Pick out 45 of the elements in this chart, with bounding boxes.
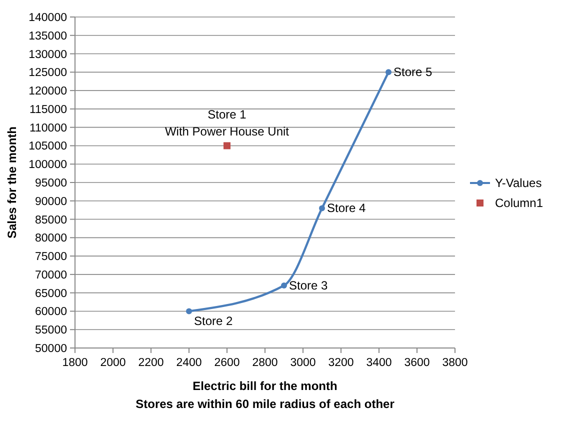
x-tick-label: 2600 <box>214 357 240 369</box>
y-tick-label: 95000 <box>35 178 67 190</box>
x-axis-title: Electric bill for the month <box>192 379 338 393</box>
y-tick-label: 80000 <box>35 232 67 245</box>
y-tick-label: 55000 <box>35 324 67 337</box>
point <box>186 308 192 314</box>
y-tick-label: 70000 <box>35 269 67 282</box>
annotation: Store 2 <box>194 314 234 328</box>
annotation: Store 4 <box>327 201 366 216</box>
x-tick-label: 3600 <box>404 357 430 369</box>
y-tick-label: 110000 <box>29 122 67 134</box>
y-tick-label: 125000 <box>28 67 67 80</box>
y-tick-label: 115000 <box>29 104 67 116</box>
x-tick-label: 3800 <box>442 357 468 369</box>
annotation: Store 3 <box>289 278 328 292</box>
y-axis-title: Sales for the month <box>5 126 19 239</box>
point <box>319 205 325 212</box>
x-tick-label: 2800 <box>252 357 278 369</box>
point <box>386 69 392 76</box>
y-tick-label: 100000 <box>28 159 67 172</box>
x-tick-label: 2400 <box>176 357 202 369</box>
x-tick-label: 2200 <box>138 357 164 369</box>
y-tick-label: 135000 <box>28 30 67 42</box>
annotation: Store 5 <box>394 65 433 80</box>
y-tick-label: 50000 <box>35 343 67 355</box>
text: Stores are within 60 mile radius of each other <box>136 397 395 411</box>
x-tick-label: 3000 <box>290 357 316 369</box>
point <box>224 142 230 150</box>
legend-label: Y-Values <box>495 176 542 190</box>
y-tick-label: 105000 <box>28 140 67 153</box>
y-tick-label: 75000 <box>35 251 67 264</box>
y-tick-label: 130000 <box>28 48 67 61</box>
x-tick-label: 1800 <box>62 357 88 369</box>
y-tick-label: 85000 <box>35 214 67 226</box>
annotation: Store 1 With Power House Unit <box>164 108 290 139</box>
point <box>281 282 287 288</box>
y-tick-label: 120000 <box>28 86 67 98</box>
x-tick-label: 3200 <box>328 357 354 369</box>
y-tick-label: 90000 <box>35 196 67 208</box>
y-tick-label: 60000 <box>35 306 67 318</box>
y-tick-label: 65000 <box>35 288 67 300</box>
y-tick-label: 140000 <box>28 12 67 24</box>
x-tick-label: 2000 <box>100 357 126 369</box>
legend-label: Column1 <box>495 196 544 210</box>
x-tick-label: 3400 <box>366 357 392 369</box>
